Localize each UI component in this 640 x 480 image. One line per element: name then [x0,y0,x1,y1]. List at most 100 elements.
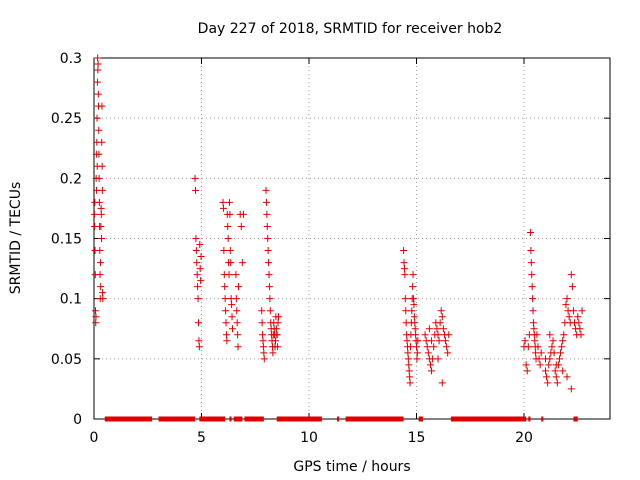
data-point [274,313,282,321]
data-point [93,78,101,86]
data-point [262,186,270,194]
data-point [409,283,417,291]
data-point [577,331,585,339]
data-point [232,295,240,303]
data-point [262,198,270,206]
data-point [400,247,408,255]
data-point [274,319,282,327]
data-point [94,54,102,62]
data-point [521,337,529,345]
data-point [234,343,242,351]
data-points [90,54,586,393]
y-tick-labels: 0 0.05 0.1 0.15 0.2 0.25 0.3 [51,51,82,428]
data-point [233,307,241,315]
data-point [405,367,413,375]
data-point [575,319,583,327]
data-point [224,235,232,242]
x-tick-label: 0 [90,430,99,446]
data-point [94,60,102,68]
data-point [411,319,419,327]
data-point [406,373,414,381]
data-point [562,301,570,309]
data-point [404,355,412,363]
data-point [221,283,229,291]
data-point [545,361,553,369]
data-point [95,174,103,182]
data-point [413,343,420,351]
data-point [93,114,101,122]
data-point [413,349,421,357]
data-point [444,349,452,357]
data-point [96,247,104,255]
data-point [191,186,199,194]
data-point [410,313,418,321]
data-point [531,337,539,345]
data-point [574,313,582,321]
data-point [265,271,273,279]
data-point [543,373,551,381]
data-point [237,222,245,230]
data-point [578,307,586,315]
data-point [197,277,205,285]
x-axis-label: GPS time / hours [293,459,410,475]
data-point [526,228,534,236]
data-point [542,355,549,363]
data-point [524,343,532,351]
data-point [234,331,242,339]
data-point [537,349,545,357]
data-point [271,337,279,345]
data-point [265,283,273,291]
data-point [98,102,106,110]
data-point [434,355,442,363]
data-point [99,295,107,303]
data-point [533,331,541,339]
data-point [527,247,535,255]
y-tick-label: 0.2 [60,171,82,187]
data-point [192,235,200,242]
data-point [194,283,202,291]
data-point [430,343,438,351]
data-point [408,307,416,315]
data-point [258,319,266,327]
data-point [445,331,453,339]
data-point [264,247,272,255]
data-point [552,373,560,381]
data-point [273,331,281,339]
data-point [97,283,105,291]
data-point [192,247,200,255]
data-point [226,247,234,255]
data-point [563,373,571,381]
data-point [98,162,106,170]
data-point [194,295,202,303]
data-point [191,174,199,182]
x-tick-labels: 0 5 10 15 20 [90,430,533,446]
data-point [401,295,409,303]
data-point [272,325,280,333]
data-point [239,210,247,218]
data-point [437,307,445,315]
data-point [542,367,549,375]
data-point [559,337,567,345]
data-point [565,313,573,321]
data-point [225,198,233,206]
data-point [426,361,434,369]
data-point [401,271,409,279]
data-point [238,259,246,267]
data-point [548,343,556,351]
data-point [224,222,232,230]
data-point [409,271,417,279]
data-point [527,259,535,267]
data-point [557,349,565,357]
data-point [553,379,561,387]
data-point [405,361,413,369]
data-point [92,307,100,315]
y-tick-label: 0.25 [51,111,82,127]
data-point [438,313,446,321]
data-point [529,295,537,303]
data-point [439,325,447,333]
data-point [559,367,567,375]
data-point [428,367,436,375]
data-point [428,337,436,345]
data-point [560,331,568,339]
data-point [406,343,414,351]
